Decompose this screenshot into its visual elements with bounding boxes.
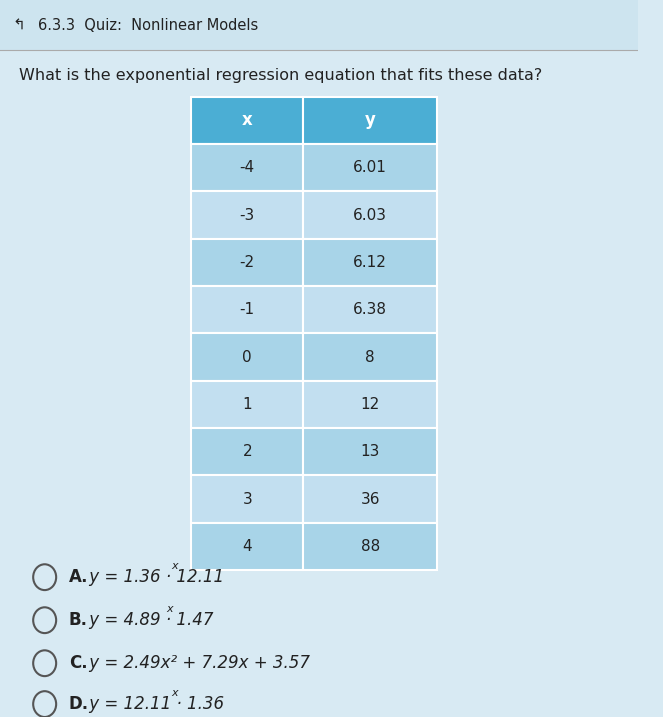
Text: y = 4.89 · 1.47: y = 4.89 · 1.47 (84, 611, 213, 630)
Text: 6.01: 6.01 (353, 161, 387, 175)
FancyBboxPatch shape (303, 381, 437, 428)
FancyBboxPatch shape (303, 191, 437, 239)
Text: x: x (172, 688, 178, 698)
FancyBboxPatch shape (303, 239, 437, 286)
Text: -4: -4 (240, 161, 255, 175)
Text: 2: 2 (243, 445, 252, 459)
Text: 13: 13 (361, 445, 380, 459)
FancyBboxPatch shape (303, 286, 437, 333)
Text: 6.3.3  Quiz:  Nonlinear Models: 6.3.3 Quiz: Nonlinear Models (38, 18, 259, 32)
Text: 6.38: 6.38 (353, 303, 387, 317)
Text: ↰: ↰ (13, 18, 25, 32)
Text: 8: 8 (365, 350, 375, 364)
Text: 88: 88 (361, 539, 380, 554)
Text: C.: C. (69, 654, 88, 673)
FancyBboxPatch shape (303, 475, 437, 523)
FancyBboxPatch shape (192, 286, 303, 333)
Text: 4: 4 (243, 539, 252, 554)
FancyBboxPatch shape (192, 475, 303, 523)
Text: y = 1.36 · 12.11: y = 1.36 · 12.11 (84, 568, 224, 587)
Text: A.: A. (69, 568, 88, 587)
FancyBboxPatch shape (192, 381, 303, 428)
FancyBboxPatch shape (192, 523, 303, 570)
Text: 12: 12 (361, 397, 380, 412)
Text: D.: D. (69, 695, 89, 713)
FancyBboxPatch shape (192, 428, 303, 475)
FancyBboxPatch shape (192, 97, 303, 144)
FancyBboxPatch shape (192, 144, 303, 191)
Text: -3: -3 (239, 208, 255, 222)
Text: 6.12: 6.12 (353, 255, 387, 270)
Text: x: x (242, 111, 253, 130)
FancyBboxPatch shape (303, 523, 437, 570)
Text: x: x (166, 604, 173, 614)
FancyBboxPatch shape (0, 0, 638, 50)
Text: 1: 1 (243, 397, 252, 412)
FancyBboxPatch shape (192, 239, 303, 286)
FancyBboxPatch shape (303, 333, 437, 381)
FancyBboxPatch shape (303, 97, 437, 144)
Text: B.: B. (69, 611, 88, 630)
FancyBboxPatch shape (303, 144, 437, 191)
FancyBboxPatch shape (192, 191, 303, 239)
Text: x: x (172, 561, 178, 571)
Text: -2: -2 (240, 255, 255, 270)
Text: 3: 3 (243, 492, 252, 506)
Text: 6.03: 6.03 (353, 208, 387, 222)
FancyBboxPatch shape (303, 428, 437, 475)
Text: y = 12.11 · 1.36: y = 12.11 · 1.36 (84, 695, 224, 713)
Text: -1: -1 (240, 303, 255, 317)
FancyBboxPatch shape (192, 333, 303, 381)
Text: What is the exponential regression equation that fits these data?: What is the exponential regression equat… (19, 68, 542, 82)
Text: y: y (365, 111, 375, 130)
Text: 36: 36 (361, 492, 380, 506)
Text: 0: 0 (243, 350, 252, 364)
Text: y = 2.49x² + 7.29x + 3.57: y = 2.49x² + 7.29x + 3.57 (84, 654, 310, 673)
